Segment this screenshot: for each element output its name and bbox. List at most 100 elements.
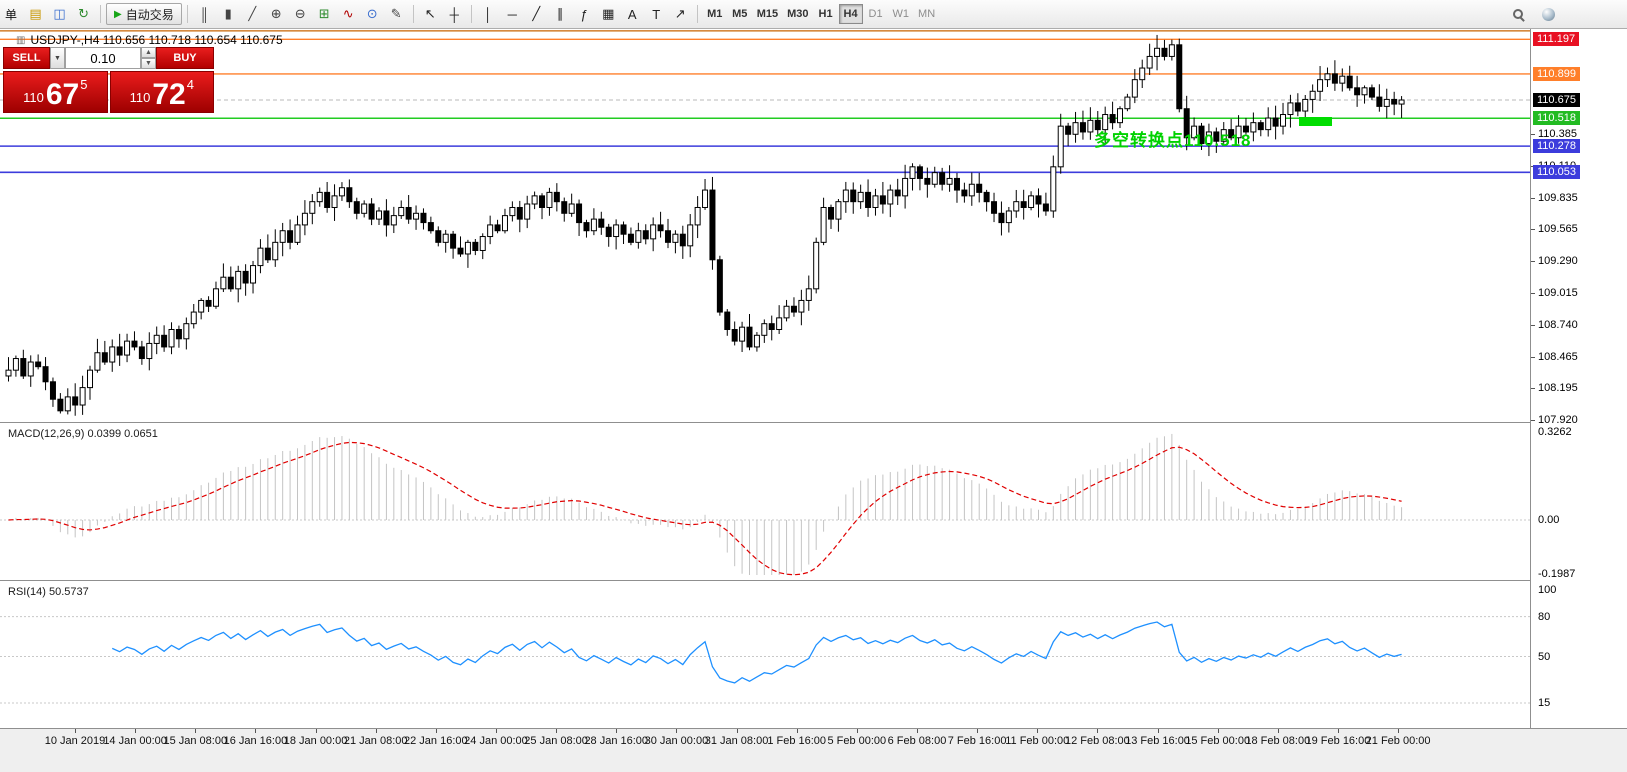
cursor-icon[interactable]: ↖: [419, 3, 442, 25]
timeframe-group: M1 M5 M15 M30 H1 H4 D1 W1 MN: [703, 4, 939, 24]
timeframe-m15-button[interactable]: M15: [753, 4, 782, 24]
buy-button[interactable]: BUY: [156, 47, 214, 69]
timeframe-d1-button[interactable]: D1: [864, 4, 888, 24]
scale-tick: [1531, 133, 1535, 135]
panel-divider[interactable]: [0, 422, 1627, 423]
arrow-tool-icon[interactable]: ↗: [669, 3, 692, 25]
macd-scale-label: 0.3262: [1538, 425, 1572, 438]
price-tick-label: 108.465: [1538, 350, 1578, 363]
annotation-text: 多空转换点110.518: [1094, 131, 1252, 150]
timeframe-w1-button[interactable]: W1: [889, 4, 914, 24]
lot-input[interactable]: [65, 47, 141, 69]
toolbar-separator: [470, 5, 472, 23]
scale-tick: [1531, 260, 1535, 262]
timeframe-mn-button[interactable]: MN: [914, 4, 939, 24]
scale-tick: [1531, 356, 1535, 358]
chart-symbol-icon: ▥: [16, 34, 26, 46]
search-icon[interactable]: [1506, 3, 1529, 25]
time-axis-label: 22 Jan 16:00: [404, 735, 468, 747]
time-axis-label: 15 Feb 00:00: [1185, 735, 1251, 747]
sell-price-sup: 5: [80, 77, 88, 92]
rsi-scale-label: 80: [1538, 610, 1551, 623]
time-axis-tick: [495, 729, 497, 733]
lot-increase-button[interactable]: ▲: [141, 47, 156, 58]
time-axis-tick: [75, 729, 76, 733]
panel-divider[interactable]: [0, 580, 1627, 581]
timeframe-m1-button[interactable]: M1: [703, 4, 727, 24]
timeframe-m5-button[interactable]: M5: [728, 4, 752, 24]
rsi-scale-label: 15: [1538, 697, 1551, 710]
fibonacci-icon[interactable]: ƒ: [573, 3, 596, 25]
indicators-icon[interactable]: ∿: [337, 3, 360, 25]
chart-title: ▥ USDJPY-,H4 110.656 110.718 110.654 110…: [16, 33, 283, 47]
lot-decrease-button[interactable]: ▼: [141, 58, 156, 69]
time-axis-tick: [195, 729, 197, 733]
time-axis-tick: [1277, 729, 1279, 733]
scale-tick: [1531, 324, 1535, 326]
autotrading-button[interactable]: ▶ 自动交易: [106, 3, 182, 25]
time-axis-label: 31 Jan 08:00: [704, 735, 769, 747]
sell-options-caret-icon[interactable]: ▼: [50, 47, 65, 69]
sell-button[interactable]: SELL: [3, 47, 50, 69]
time-axis-label: 12 Feb 08:00: [1064, 735, 1130, 747]
time-axis-tick: [1157, 729, 1159, 733]
current-price-label: 110.675: [1533, 93, 1580, 107]
rsi-label: RSI(14) 50.5737: [8, 586, 89, 598]
buy-price-prefix: 110: [129, 90, 151, 105]
vertical-line-icon[interactable]: │: [477, 3, 500, 25]
community-icon[interactable]: [1537, 3, 1560, 25]
time-axis-tick: [1398, 729, 1400, 733]
channel-icon[interactable]: ∥: [549, 3, 572, 25]
bar-chart-icon[interactable]: ║: [193, 3, 216, 25]
sell-price-prefix: 110: [23, 90, 44, 105]
timeframe-h1-button[interactable]: H1: [814, 4, 838, 24]
buy-price[interactable]: 110 72 4: [109, 71, 214, 113]
time-axis-tick: [1037, 729, 1039, 733]
trendline-icon[interactable]: ╱: [525, 3, 548, 25]
time-axis-tick: [135, 729, 137, 733]
tile-windows-icon[interactable]: ⊞: [313, 3, 336, 25]
zoom-in-icon[interactable]: ⊕: [265, 3, 288, 25]
periods-icon[interactable]: ⊙: [361, 3, 384, 25]
time-axis-label: 1 Feb 16:00: [767, 735, 827, 747]
toolbar-separator: [412, 5, 414, 23]
rsi-panel[interactable]: [0, 581, 1530, 728]
time-axis-tick: [1217, 729, 1219, 733]
price-tick-label: 109.835: [1538, 191, 1578, 204]
sell-price[interactable]: 110 67 5: [3, 71, 108, 113]
text-label-icon[interactable]: T: [645, 3, 668, 25]
price-chart[interactable]: [0, 29, 1530, 422]
macd-label: MACD(12,26,9) 0.0399 0.0651: [8, 428, 158, 440]
time-axis-tick: [375, 729, 377, 733]
scale-tick: [1531, 388, 1535, 390]
order-menu-label[interactable]: 单: [5, 7, 18, 22]
new-order-icon[interactable]: ▤: [24, 3, 47, 25]
time-axis-tick: [916, 729, 918, 733]
timeframe-m30-button[interactable]: M30: [783, 4, 812, 24]
text-icon[interactable]: A: [621, 3, 644, 25]
zoom-out-icon[interactable]: ⊖: [289, 3, 312, 25]
candlestick-icon[interactable]: ▮: [217, 3, 240, 25]
time-axis-label: 15 Jan 08:00: [163, 735, 228, 747]
price-tick-label: 109.015: [1538, 286, 1578, 299]
time-axis-label: 6 Feb 08:00: [887, 735, 947, 747]
time-axis-tick: [616, 729, 618, 733]
line-chart-icon[interactable]: ╱: [241, 3, 264, 25]
shapes-icon[interactable]: ▦: [597, 3, 620, 25]
price-scale[interactable]: 110.385110.110109.835109.565109.290109.0…: [1530, 29, 1627, 728]
level-price-label: 110.278: [1533, 139, 1580, 154]
templates-icon[interactable]: ✎: [385, 3, 408, 25]
time-axis-label: 21 Jan 08:00: [343, 735, 408, 747]
time-axis[interactable]: 10 Jan 2019 14 Jan 00:00 15 Jan 08:00 16 Ja…: [0, 728, 1627, 772]
chart-title-text: USDJPY-,H4 110.656 110.718 110.654 110.6…: [30, 33, 283, 47]
refresh-icon[interactable]: ↻: [72, 3, 95, 25]
macd-panel[interactable]: [0, 423, 1530, 580]
macd-scale-label: -0.1987: [1538, 567, 1576, 580]
crosshair-icon[interactable]: ┼: [443, 3, 466, 25]
chart-area: ▥ USDJPY-,H4 110.656 110.718 110.654 110…: [0, 29, 1627, 772]
chart-window-icon[interactable]: ◫: [48, 3, 71, 25]
timeframe-h4-button[interactable]: H4: [838, 4, 863, 24]
rsi-scale-label: 50: [1538, 650, 1551, 663]
horizontal-line-icon[interactable]: ─: [501, 3, 524, 25]
level-price-label: 110.899: [1533, 66, 1580, 81]
